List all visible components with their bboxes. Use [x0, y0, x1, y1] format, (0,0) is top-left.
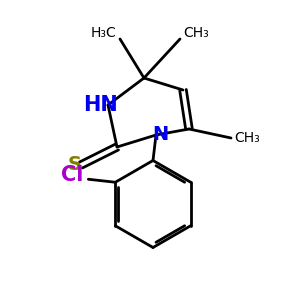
- Text: N: N: [152, 125, 169, 145]
- Text: S: S: [68, 155, 81, 175]
- Text: H₃C: H₃C: [91, 26, 116, 40]
- Text: CH₃: CH₃: [184, 26, 209, 40]
- Text: CH₃: CH₃: [235, 131, 260, 145]
- Text: Cl: Cl: [61, 165, 84, 185]
- Text: HN: HN: [83, 95, 118, 115]
